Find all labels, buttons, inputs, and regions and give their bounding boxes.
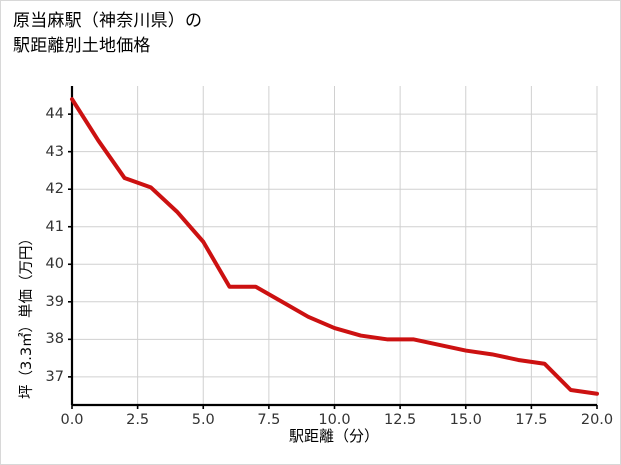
x-tick-label: 20.0 [580,412,614,428]
y-tick-label: 39 [45,293,64,310]
y-tick-label: 40 [45,256,64,273]
x-tick-label: 5.0 [191,412,215,428]
y-axis-label: 坪（3.3㎡）単価（万円） [19,230,35,399]
x-tick-label: 17.5 [515,412,548,428]
gridlines [71,86,598,405]
axis-ticks [68,113,598,409]
y-tick-label: 44 [45,106,64,123]
x-tick-label: 0.0 [60,412,84,428]
chart-title: 原当麻駅（神奈川県）の 駅距離別土地価格 [13,11,203,56]
y-tick-label: 37 [45,368,64,385]
y-tick-label: 38 [45,331,64,348]
x-tick-label: 10.0 [318,412,351,428]
y-tick-label: 42 [45,181,64,198]
y-tick-label: 43 [45,143,64,160]
x-axis-label: 駅距離（分） [288,427,379,445]
x-tick-label: 2.5 [126,412,150,428]
x-tick-label: 15.0 [449,412,482,428]
x-tick-label: 7.5 [257,412,281,428]
data-line-series [70,97,599,396]
x-tick-label: 12.5 [383,412,417,428]
y-tick-label: 41 [45,218,64,235]
